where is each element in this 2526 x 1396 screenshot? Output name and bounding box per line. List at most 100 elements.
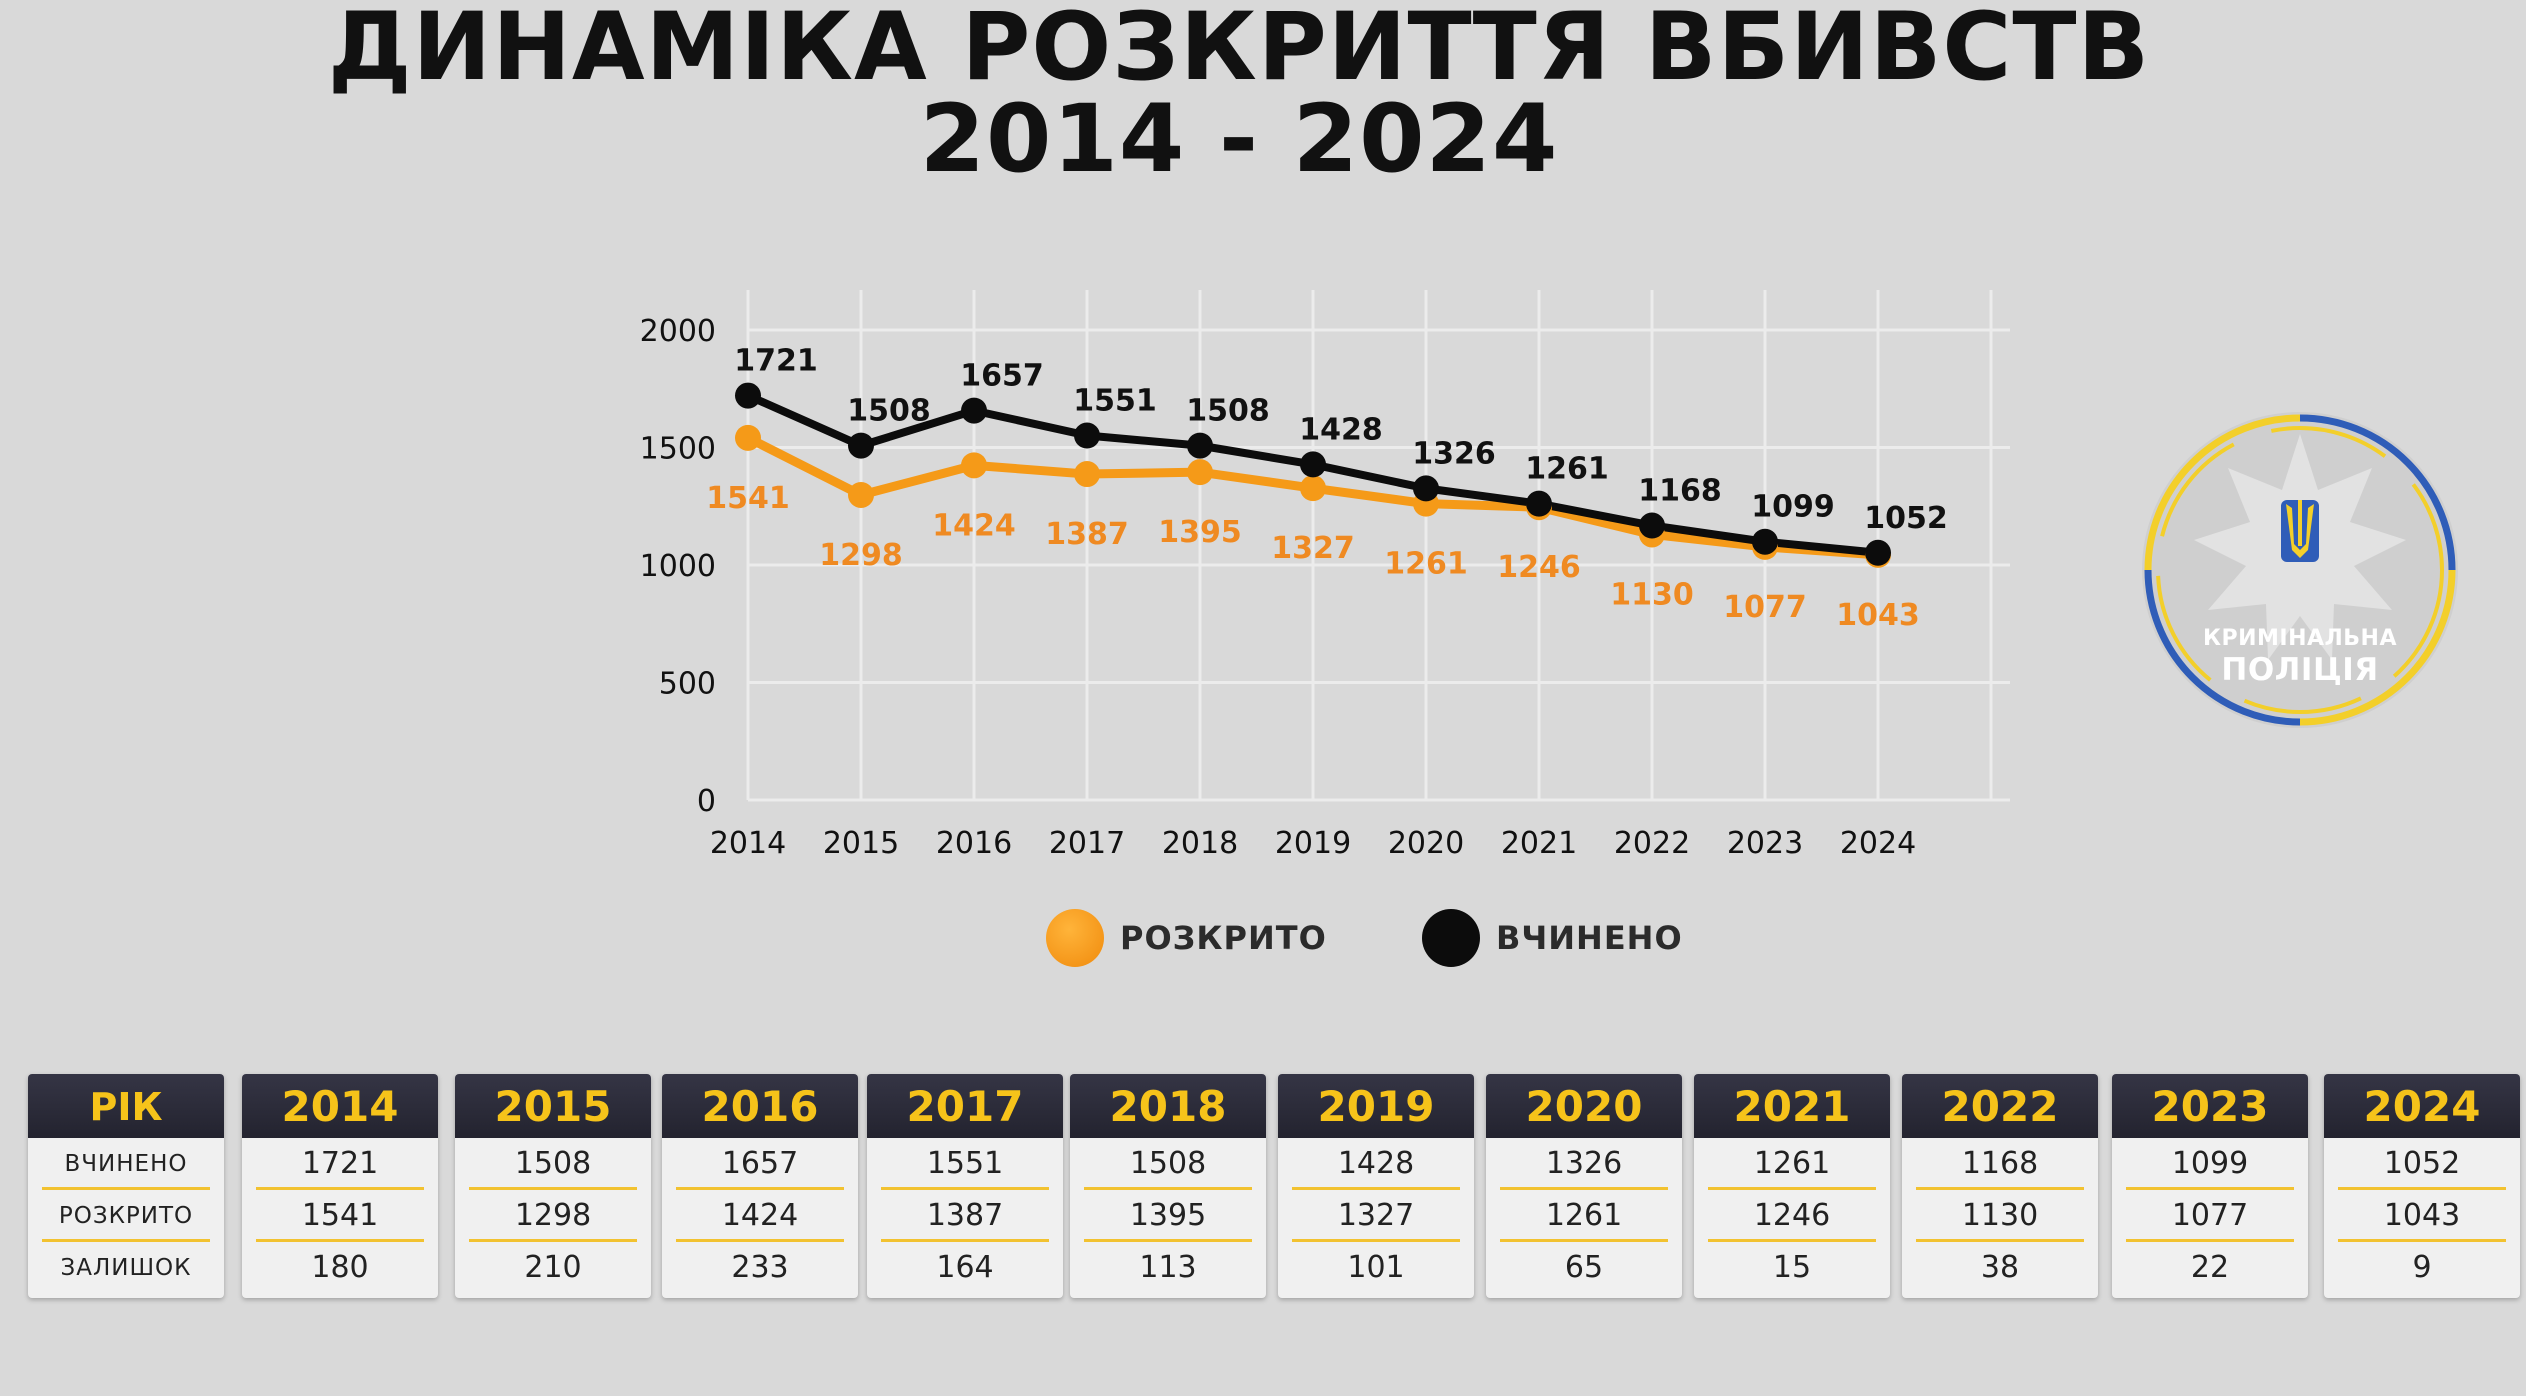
table-cell-remaining: 15 (1772, 1250, 1812, 1285)
badge-text-line1: КРИМІНАЛЬНА (2202, 626, 2397, 651)
table-row-header-column: РІК ВЧИНЕНО РОЗКРИТО ЗАЛИШОК (28, 1074, 224, 1298)
data-label-committed: 1551 (1073, 384, 1157, 419)
data-label-committed: 1508 (1186, 394, 1270, 429)
table-cell-committed: 1052 (2324, 1138, 2520, 1190)
table-cell-committed: 1508 (455, 1138, 651, 1190)
table-year-header: 2023 (2112, 1074, 2308, 1138)
line-chart: 0 500 1000 1500 2000 2014 2015 2016 2017 2018 201… (640, 290, 2010, 861)
table-year-header: 2016 (662, 1074, 858, 1138)
legend-swatch-black (1422, 909, 1480, 967)
table-column-2023: 2023 1099 1077 22 (2112, 1074, 2308, 1298)
criminal-police-badge: КРИМІНАЛЬНА ПОЛІЦІЯ (2134, 404, 2466, 736)
y-tick-label: 500 (659, 667, 716, 702)
x-tick-label: 2023 (1727, 826, 1803, 861)
data-label-committed: 1428 (1299, 412, 1383, 447)
data-label-committed: 1099 (1751, 490, 1835, 525)
x-tick-label: 2014 (710, 826, 786, 861)
chart-title: ДИНАМІКА РОЗКРИТТЯ ВБИВСТВ 2014 - 2024 (0, 1, 2478, 194)
data-label-solved: 1541 (706, 481, 790, 516)
table-year-header: 2019 (1278, 1074, 1474, 1138)
legend-item-committed: ВЧИНЕНО (1422, 908, 1683, 968)
data-label-committed: 1508 (847, 394, 931, 429)
table-cell-committed: 1261 (1694, 1138, 1890, 1190)
table-cell-remaining: 164 (936, 1250, 994, 1285)
table-column-2014: 2014 1721 1541 180 (242, 1074, 438, 1298)
table-cell-committed: 1721 (242, 1138, 438, 1190)
point-committed (1526, 490, 1552, 517)
table-year-header: 2022 (1902, 1074, 2098, 1138)
x-tick-label: 2015 (823, 826, 899, 861)
data-label-solved: 1130 (1610, 577, 1694, 612)
data-label-solved: 1298 (819, 538, 903, 573)
table-cell-solved: 1246 (1694, 1190, 1890, 1242)
data-label-committed: 1657 (960, 359, 1044, 394)
table-cell-remaining: 233 (731, 1250, 789, 1285)
table-year-header: 2014 (242, 1074, 438, 1138)
point-committed (1752, 528, 1778, 555)
table-cell-committed: 1326 (1486, 1138, 1682, 1190)
table-cell-solved: 1130 (1902, 1190, 2098, 1242)
data-label-solved: 1387 (1045, 517, 1129, 552)
table-cell-committed: 1099 (2112, 1138, 2308, 1190)
x-tick-label: 2021 (1501, 826, 1577, 861)
table-cell-solved: 1043 (2324, 1190, 2520, 1242)
x-tick-label: 2020 (1388, 826, 1464, 861)
table-cell-remaining: 38 (1980, 1250, 2020, 1285)
table-year-header: 2017 (867, 1074, 1063, 1138)
table-row-label: РОЗКРИТО (28, 1190, 224, 1242)
point-committed (1300, 451, 1326, 478)
table-column-2015: 2015 1508 1298 210 (455, 1074, 651, 1298)
table-cell-remaining: 113 (1139, 1250, 1197, 1285)
table-year-header: 2015 (455, 1074, 651, 1138)
data-label-committed: 1052 (1864, 501, 1948, 536)
title-line-2: 2014 - 2024 (919, 85, 1559, 194)
table-cell-remaining: 180 (311, 1250, 369, 1285)
data-label-committed: 1261 (1525, 452, 1609, 487)
table-cell-solved: 1077 (2112, 1190, 2308, 1242)
table-cell-solved: 1298 (455, 1190, 651, 1242)
point-committed (961, 397, 987, 424)
table-cell-solved: 1541 (242, 1190, 438, 1242)
table-column-2022: 2022 1168 1130 38 (1902, 1074, 2098, 1298)
y-tick-label: 0 (697, 784, 716, 819)
data-label-solved: 1327 (1271, 531, 1355, 566)
table-year-header: 2018 (1070, 1074, 1266, 1138)
table-column-2017: 2017 1551 1387 164 (867, 1074, 1063, 1298)
point-solved (848, 481, 874, 508)
x-tick-label: 2022 (1614, 826, 1690, 861)
point-solved (735, 424, 761, 451)
data-label-committed: 1721 (734, 344, 818, 379)
legend-label-solved: РОЗКРИТО (1120, 919, 1327, 957)
table-cell-committed: 1168 (1902, 1138, 2098, 1190)
y-tick-label: 1500 (640, 432, 716, 467)
point-committed (1074, 422, 1100, 449)
table-column-2024: 2024 1052 1043 9 (2324, 1074, 2520, 1298)
data-label-solved: 1077 (1723, 590, 1807, 625)
point-committed (1187, 432, 1213, 459)
data-label-solved: 1424 (932, 508, 1016, 543)
data-label-committed: 1326 (1412, 436, 1496, 471)
table-cell-solved: 1424 (662, 1190, 858, 1242)
x-tick-label: 2019 (1275, 826, 1351, 861)
legend-item-solved: РОЗКРИТО (1046, 908, 1327, 968)
table-cell-remaining: 101 (1347, 1250, 1405, 1285)
table-header-year-label: РІК (28, 1074, 224, 1138)
badge-text-line2: ПОЛІЦІЯ (2221, 652, 2379, 688)
table-row-label: ВЧИНЕНО (28, 1138, 224, 1190)
data-label-committed: 1168 (1638, 474, 1722, 509)
point-solved (1074, 461, 1100, 488)
table-cell-committed: 1657 (662, 1138, 858, 1190)
legend-label-committed: ВЧИНЕНО (1496, 919, 1683, 957)
point-committed (735, 382, 761, 409)
legend-swatch-orange (1046, 909, 1104, 967)
table-cell-remaining: 65 (1564, 1250, 1604, 1285)
table-cell-committed: 1551 (867, 1138, 1063, 1190)
table-column-2018: 2018 1508 1395 113 (1070, 1074, 1266, 1298)
point-committed (848, 432, 874, 459)
table-cell-committed: 1508 (1070, 1138, 1266, 1190)
table-cell-committed: 1428 (1278, 1138, 1474, 1190)
data-label-solved: 1043 (1836, 598, 1920, 633)
point-solved (1187, 459, 1213, 486)
table-cell-solved: 1395 (1070, 1190, 1266, 1242)
table-cell-remaining: 210 (524, 1250, 582, 1285)
